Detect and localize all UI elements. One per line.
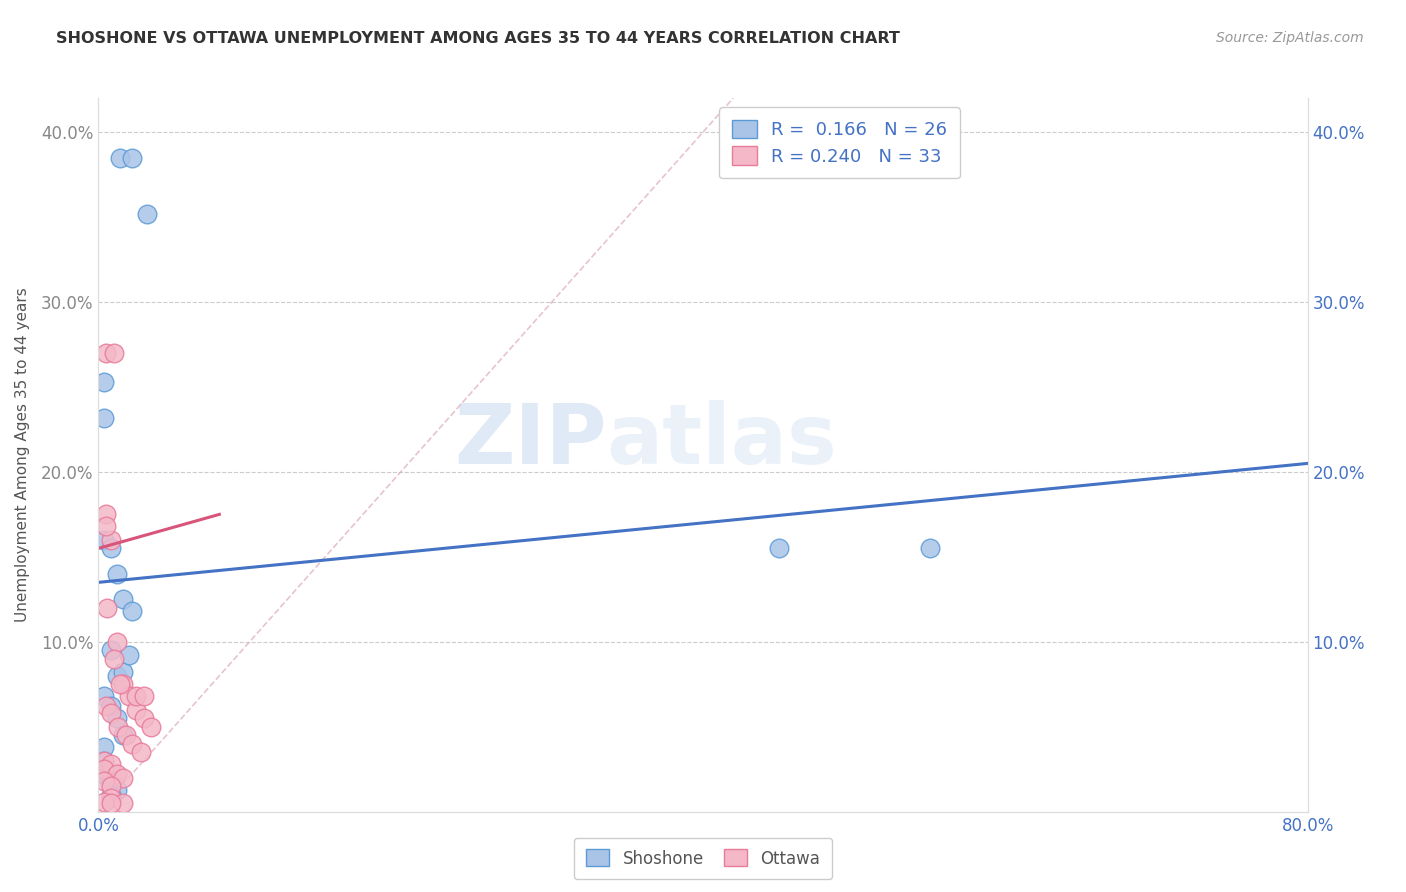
Point [100, 757, 122, 772]
Point [91, 767, 114, 781]
Point [93, 410, 115, 425]
Point [100, 796, 122, 810]
Point [111, 665, 134, 680]
Point [105, 566, 128, 581]
Point [125, 703, 148, 717]
Point [100, 791, 122, 805]
Point [111, 592, 134, 607]
Point [93, 533, 115, 547]
Point [93, 689, 115, 703]
Text: atlas: atlas [606, 401, 837, 481]
Point [100, 533, 122, 547]
Point [94, 699, 117, 714]
Point [768, 541, 790, 556]
Point [93, 762, 115, 776]
Point [96, 600, 118, 615]
Point [93, 375, 115, 389]
Point [108, 677, 131, 691]
Point [121, 737, 143, 751]
Point [93, 774, 115, 789]
Point [100, 779, 122, 793]
Point [108, 151, 131, 165]
Point [129, 745, 152, 759]
Point [94, 519, 117, 533]
Point [100, 643, 122, 657]
Text: Source: ZipAtlas.com: Source: ZipAtlas.com [1216, 31, 1364, 45]
Point [114, 728, 136, 742]
Point [103, 652, 125, 666]
Point [94, 508, 117, 522]
Point [107, 720, 129, 734]
Text: ZIP: ZIP [454, 401, 606, 481]
Point [100, 706, 122, 721]
Point [141, 720, 163, 734]
Point [93, 754, 115, 768]
Point [105, 782, 128, 797]
Point [118, 648, 141, 663]
Text: SHOSHONE VS OTTAWA UNEMPLOYMENT AMONG AGES 35 TO 44 YEARS CORRELATION CHART: SHOSHONE VS OTTAWA UNEMPLOYMENT AMONG AG… [56, 31, 900, 46]
Point [111, 771, 134, 785]
Point [111, 728, 134, 742]
Point [918, 541, 941, 556]
Legend: Shoshone, Ottawa: Shoshone, Ottawa [574, 838, 832, 880]
Point [118, 689, 141, 703]
Y-axis label: Unemployment Among Ages 35 to 44 years: Unemployment Among Ages 35 to 44 years [15, 287, 30, 623]
Point [103, 346, 125, 360]
Legend: R =  0.166   N = 26, R = 0.240   N = 33: R = 0.166 N = 26, R = 0.240 N = 33 [718, 107, 960, 178]
Point [105, 711, 128, 725]
Point [132, 689, 155, 703]
Point [93, 795, 115, 809]
Point [105, 669, 128, 683]
Point [121, 604, 143, 618]
Point [111, 796, 134, 810]
Point [94, 346, 117, 360]
Point [100, 541, 122, 556]
Point [100, 699, 122, 714]
Point [93, 754, 115, 768]
Point [135, 207, 157, 221]
Point [100, 788, 122, 802]
Point [105, 635, 128, 649]
Point [93, 740, 115, 755]
Point [105, 767, 128, 781]
Point [121, 151, 143, 165]
Point [111, 677, 134, 691]
Point [100, 774, 122, 789]
Point [125, 689, 148, 703]
Point [132, 711, 155, 725]
